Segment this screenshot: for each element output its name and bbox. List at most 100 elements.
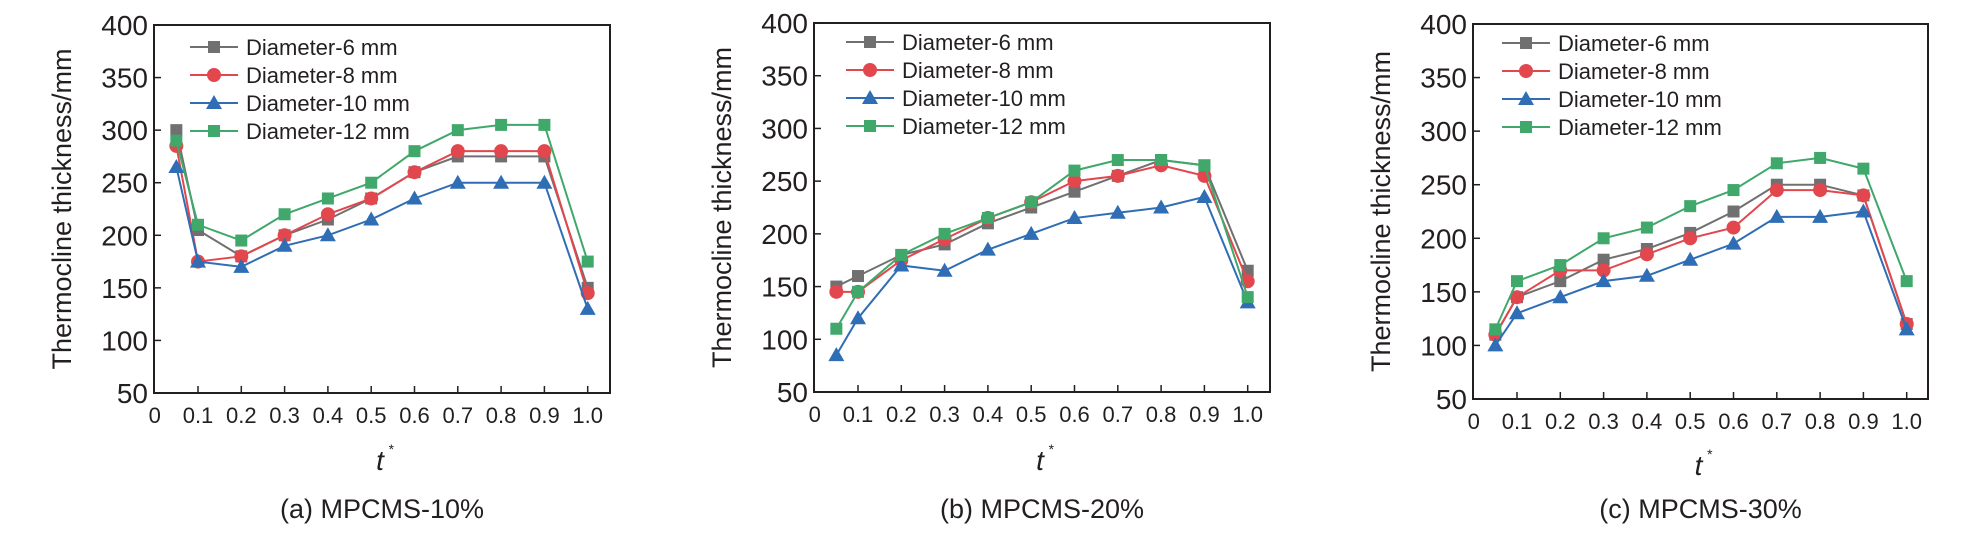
y-axis-label: Thermocline thickness/mm <box>47 48 77 369</box>
data-point <box>1639 247 1654 262</box>
data-point <box>277 228 292 243</box>
y-tick-label: 150 <box>1420 277 1467 308</box>
x-tick-label: 1.0 <box>572 403 603 428</box>
data-point <box>936 262 953 277</box>
data-point <box>1196 188 1213 203</box>
x-tick-label: 1.0 <box>1232 402 1263 427</box>
data-point <box>278 208 291 221</box>
data-point <box>495 118 508 131</box>
data-point <box>363 211 380 226</box>
data-point <box>1155 154 1168 167</box>
x-tick-label: 0.6 <box>399 403 430 428</box>
legend-marker <box>864 120 876 132</box>
y-tick-label: 400 <box>1420 9 1467 40</box>
data-point <box>1682 251 1699 266</box>
x-axis-label: t <box>1036 445 1045 476</box>
plot-frame <box>1472 23 1929 400</box>
legend-marker <box>206 95 222 109</box>
legend: Diameter-6 mm Diameter-8 mm Diameter-10 mm… <box>1502 31 1722 140</box>
series-diameter-8-mm <box>829 158 1255 299</box>
panel-caption: (b) MPCMS-20% <box>940 494 1144 524</box>
legend-marker <box>862 90 878 104</box>
data-point <box>581 255 594 268</box>
data-point <box>1857 162 1870 175</box>
y-tick-label: 250 <box>101 168 148 199</box>
x-tick-label: 0 <box>809 402 821 427</box>
data-point <box>321 192 334 205</box>
legend: Diameter-6 mm Diameter-8 mm Diameter-10 mm… <box>846 30 1066 139</box>
series-line <box>835 195 1249 356</box>
y-tick-label: 300 <box>761 113 808 144</box>
legend-label: Diameter-10 mm <box>902 86 1066 111</box>
data-point <box>1595 273 1612 288</box>
legend-item: Diameter-12 mm <box>846 114 1066 139</box>
y-tick-label: 350 <box>101 63 148 94</box>
data-point <box>1067 174 1082 189</box>
legend-marker <box>208 125 220 137</box>
legend-marker <box>207 68 221 82</box>
legend-item: Diameter-12 mm <box>190 119 410 144</box>
legend: Diameter-6 mm Diameter-8 mm Diameter-10 mm… <box>190 35 410 144</box>
x-tick-label: 0.6 <box>1718 409 1749 434</box>
series-diameter-10-mm <box>1487 203 1915 352</box>
x-tick-label: 0.4 <box>313 403 344 428</box>
data-point <box>850 310 866 325</box>
data-point <box>170 134 183 147</box>
y-tick-label: 150 <box>101 273 148 304</box>
legend-label: Diameter-6 mm <box>246 35 398 60</box>
legend-label: Diameter-8 mm <box>902 58 1054 83</box>
series-diameter-12-mm <box>170 118 594 268</box>
legend-label: Diameter-10 mm <box>1558 87 1722 112</box>
data-point <box>1769 183 1784 198</box>
series-diameter-12-mm <box>1489 151 1913 336</box>
y-tick-label: 350 <box>761 61 808 92</box>
data-point <box>1198 159 1211 172</box>
panel-caption: (a) MPCMS-10% <box>280 494 484 524</box>
data-point <box>449 174 466 189</box>
data-point <box>1241 291 1254 304</box>
x-axis-label-superscript: * <box>1707 446 1713 462</box>
series-line <box>1494 156 1908 330</box>
legend-marker <box>864 36 876 48</box>
x-tick-label: 0.3 <box>929 402 960 427</box>
data-point <box>1812 208 1829 223</box>
data-point <box>1727 205 1740 218</box>
legend-marker <box>1518 91 1534 105</box>
data-point <box>234 249 249 264</box>
data-point <box>1197 168 1212 183</box>
data-point <box>1770 157 1783 170</box>
series-diameter-12-mm <box>830 154 1254 335</box>
y-tick-label: 100 <box>1420 330 1467 361</box>
y-tick-label: 100 <box>101 325 148 356</box>
legend-item: Diameter-8 mm <box>846 58 1054 83</box>
legend-label: Diameter-6 mm <box>1558 31 1710 56</box>
chart-panel-b: 50 100 150 200 250 300 350 400 0 0.1 0.2 0.3 0.4 0.5 0… <box>707 8 1271 524</box>
data-point <box>494 144 509 159</box>
data-point <box>451 124 464 137</box>
data-point <box>493 174 510 189</box>
legend-marker <box>1520 37 1532 49</box>
y-tick-label: 50 <box>1436 384 1467 415</box>
data-point <box>1109 204 1126 219</box>
y-tick-label: 50 <box>117 378 148 409</box>
data-point <box>407 165 422 180</box>
y-tick-label: 250 <box>761 166 808 197</box>
data-point <box>319 227 336 242</box>
x-tick-label: 0.9 <box>529 403 560 428</box>
x-axis-label-superscript: * <box>1048 441 1054 457</box>
series-line <box>175 129 589 289</box>
chart-panel-c: 50 100 150 200 250 300 350 400 0 0.1 0.2 0.3 0.4 0.5 0… <box>1366 9 1929 524</box>
data-point <box>276 237 293 252</box>
series-diameter-10-mm <box>828 188 1256 362</box>
panel-caption: (c) MPCMS-30% <box>1599 494 1802 524</box>
data-point <box>406 190 423 205</box>
data-point <box>829 284 844 299</box>
data-point <box>364 191 379 206</box>
x-axis-label: t <box>376 445 385 476</box>
y-tick-label: 400 <box>761 8 808 39</box>
y-tick-label: 300 <box>1420 116 1467 147</box>
x-tick-label: 0.2 <box>1545 409 1576 434</box>
data-point <box>408 145 421 158</box>
x-tick-label: 0.3 <box>269 403 300 428</box>
